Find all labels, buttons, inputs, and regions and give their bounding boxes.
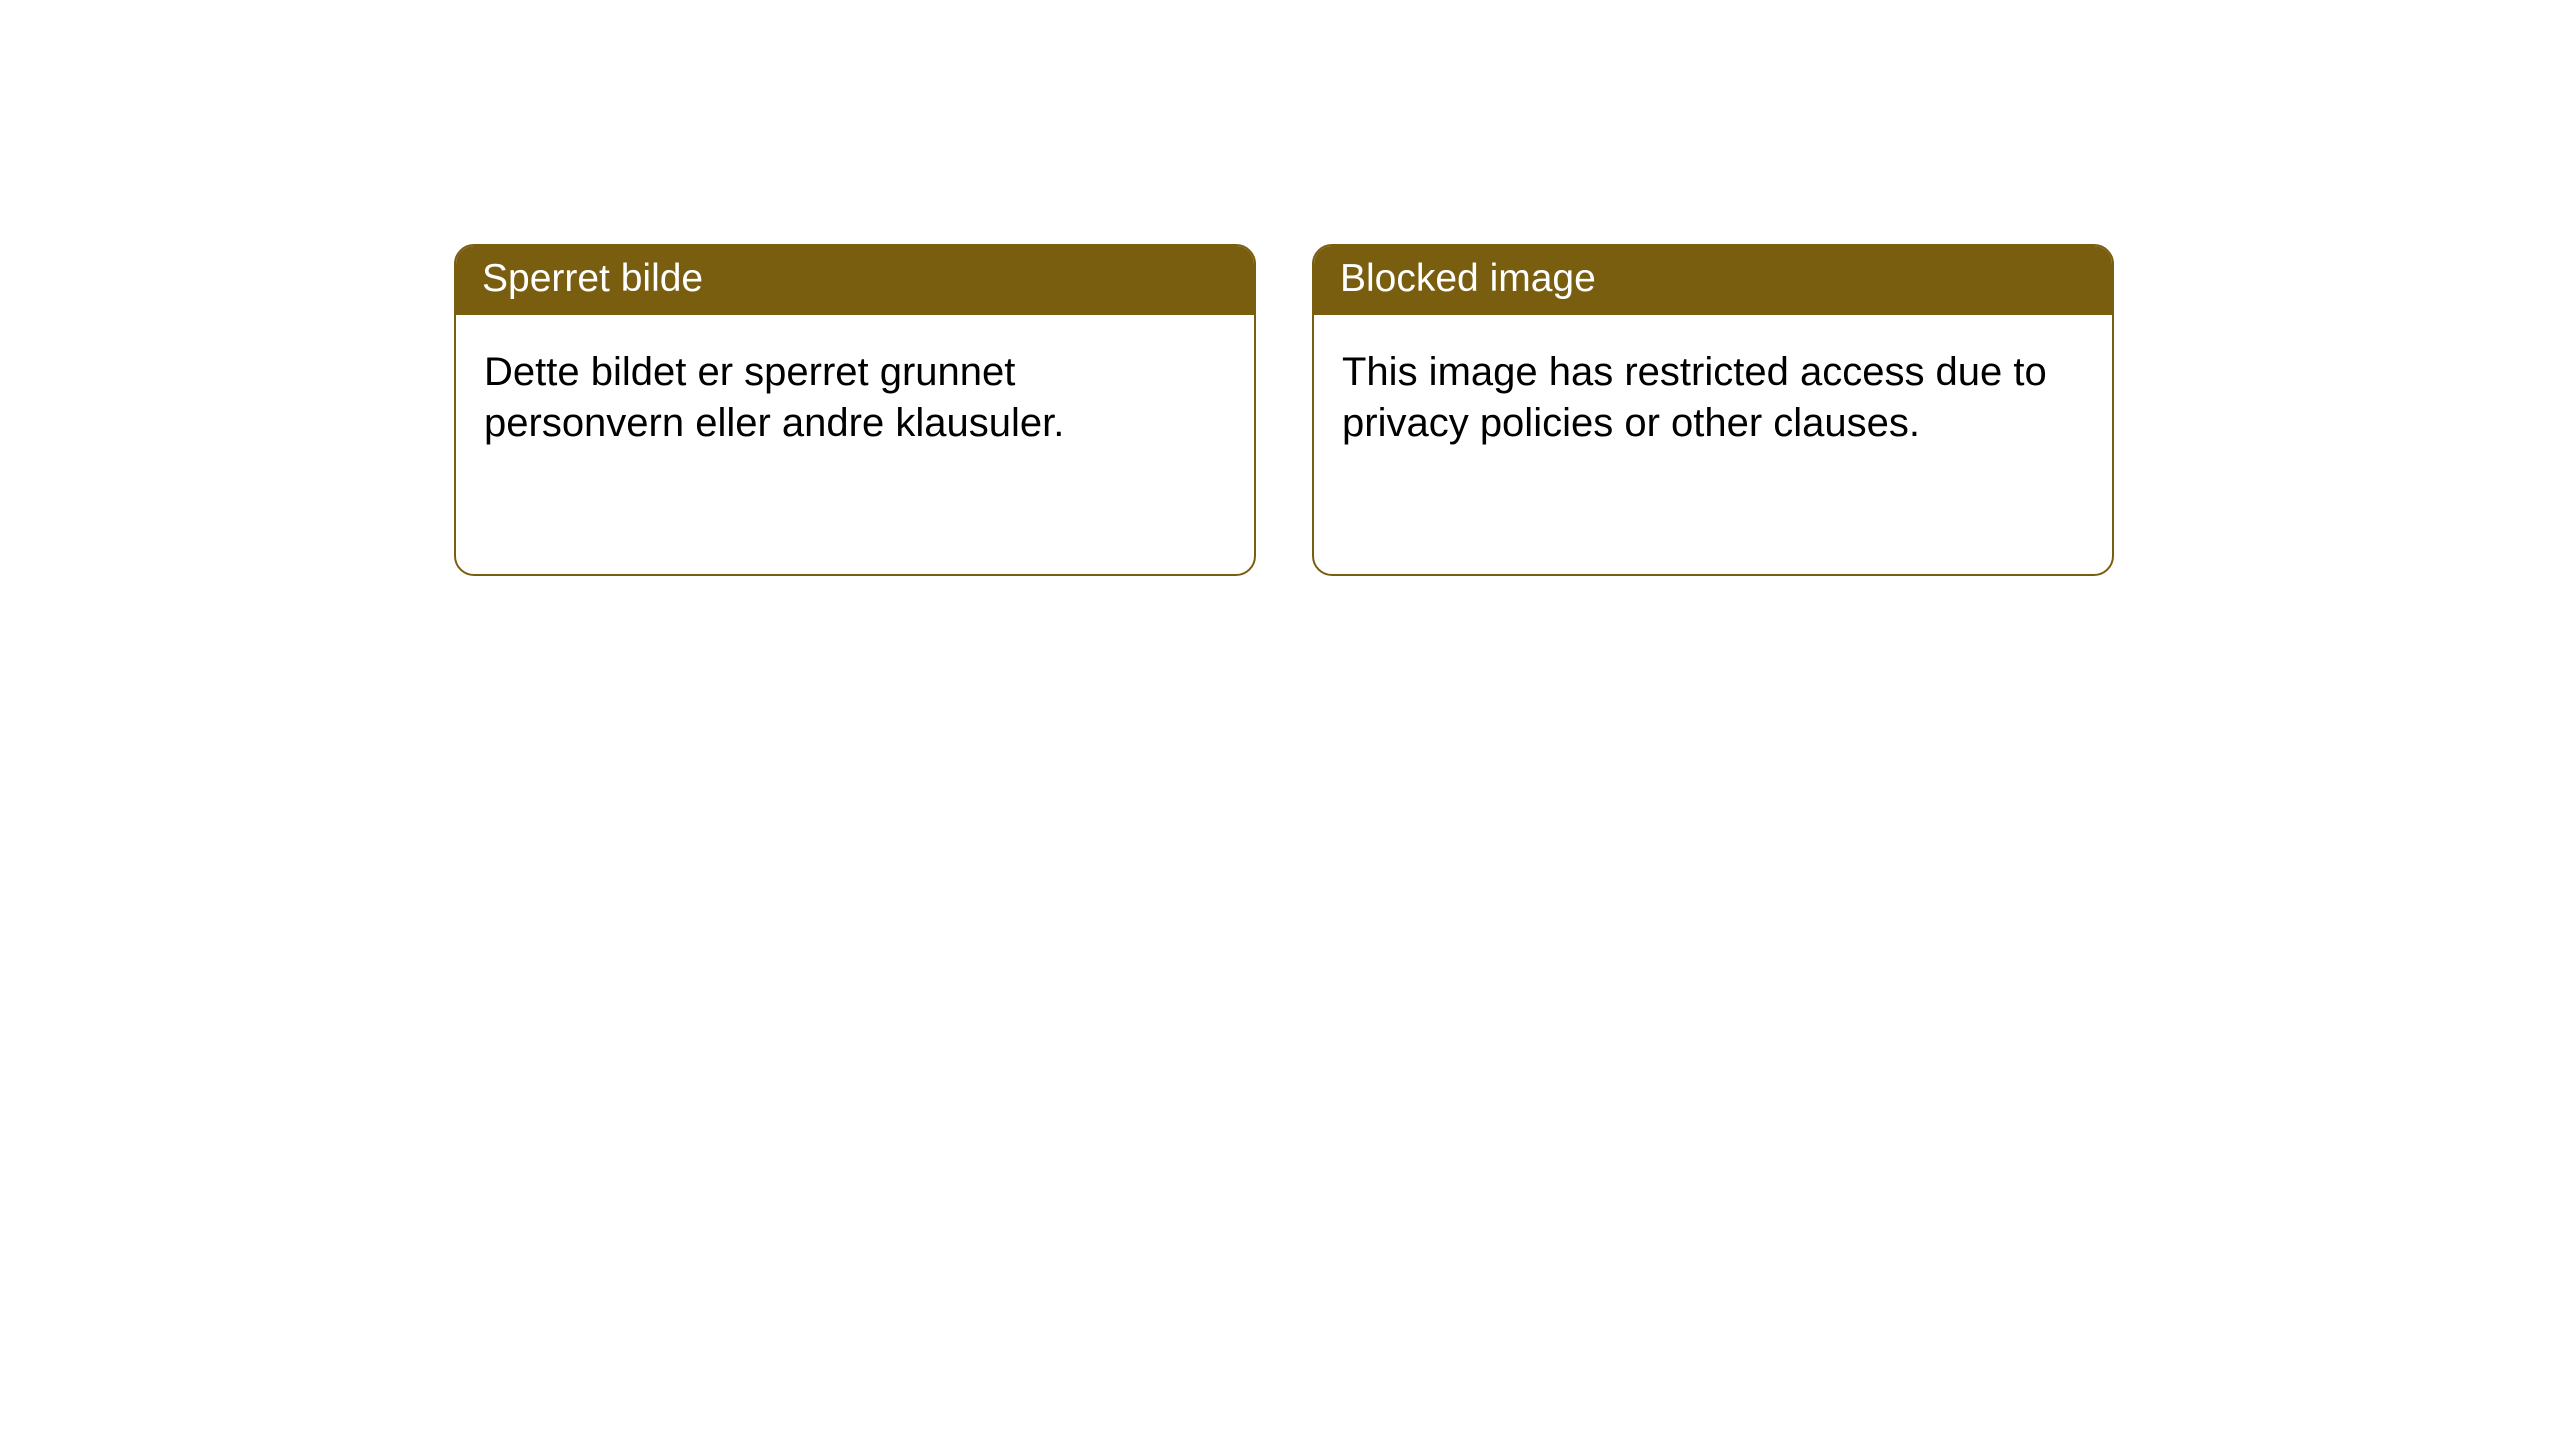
notice-cards-container: Sperret bilde Dette bildet er sperret gr…	[0, 0, 2560, 576]
card-header: Sperret bilde	[456, 246, 1254, 315]
card-title: Sperret bilde	[482, 257, 703, 300]
card-body-text: Dette bildet er sperret grunnet personve…	[484, 350, 1064, 445]
notice-card-english: Blocked image This image has restricted …	[1312, 244, 2114, 576]
card-header: Blocked image	[1314, 246, 2112, 315]
card-title: Blocked image	[1340, 257, 1596, 300]
notice-card-norwegian: Sperret bilde Dette bildet er sperret gr…	[454, 244, 1256, 576]
card-body: Dette bildet er sperret grunnet personve…	[456, 315, 1254, 481]
card-body-text: This image has restricted access due to …	[1342, 350, 2047, 445]
card-body: This image has restricted access due to …	[1314, 315, 2112, 481]
